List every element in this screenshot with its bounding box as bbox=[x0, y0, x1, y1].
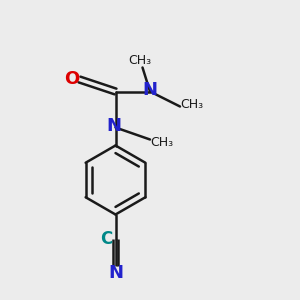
Text: CH₃: CH₃ bbox=[128, 53, 151, 67]
Text: CH₃: CH₃ bbox=[180, 98, 203, 112]
Text: N: N bbox=[142, 81, 158, 99]
Text: N: N bbox=[108, 264, 123, 282]
Text: N: N bbox=[106, 117, 122, 135]
Text: C: C bbox=[100, 230, 112, 247]
Text: O: O bbox=[64, 70, 80, 88]
Text: CH₃: CH₃ bbox=[150, 136, 173, 149]
